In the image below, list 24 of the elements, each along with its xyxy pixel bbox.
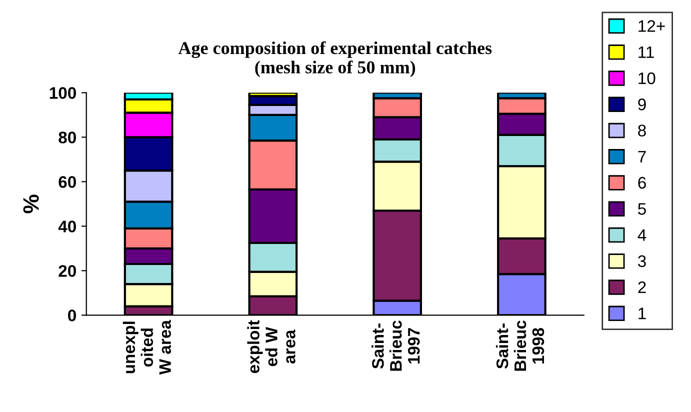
legend-label: 3 bbox=[638, 255, 646, 268]
y-tick-label: 20 bbox=[58, 265, 76, 277]
legend-label: 9 bbox=[638, 98, 646, 110]
y-tick-label: 80 bbox=[58, 132, 76, 144]
legend-label: 4 bbox=[638, 229, 646, 241]
legend-label: 10 bbox=[638, 72, 656, 84]
x-tick-label: Saint- Brieuc 1998 bbox=[496, 320, 544, 371]
y-tick-label: 100 bbox=[50, 87, 76, 99]
legend-label: 7 bbox=[638, 150, 646, 162]
legend-label: 6 bbox=[638, 176, 646, 189]
legend-label: 2 bbox=[638, 281, 646, 294]
legend-label: 12+ bbox=[638, 20, 665, 32]
y-tick-label: 40 bbox=[58, 220, 76, 232]
legend-label: 5 bbox=[638, 203, 646, 215]
y-tick-label: 60 bbox=[58, 176, 76, 188]
x-tick-label: unexpl oited W area bbox=[122, 320, 171, 375]
legend-label: 8 bbox=[638, 124, 646, 136]
y-tick-label: 0 bbox=[68, 310, 76, 322]
legend-label: 1 bbox=[638, 308, 646, 320]
y-axis-title: % bbox=[23, 194, 39, 214]
x-tick-label: Saint- Brieuc 1997 bbox=[372, 320, 420, 371]
legend-label: 11 bbox=[638, 46, 654, 58]
x-tick-label: exploit ed W area bbox=[247, 320, 296, 374]
chart-title: Age composition of experimental catches (mesh size of 50 mm) bbox=[178, 41, 492, 78]
